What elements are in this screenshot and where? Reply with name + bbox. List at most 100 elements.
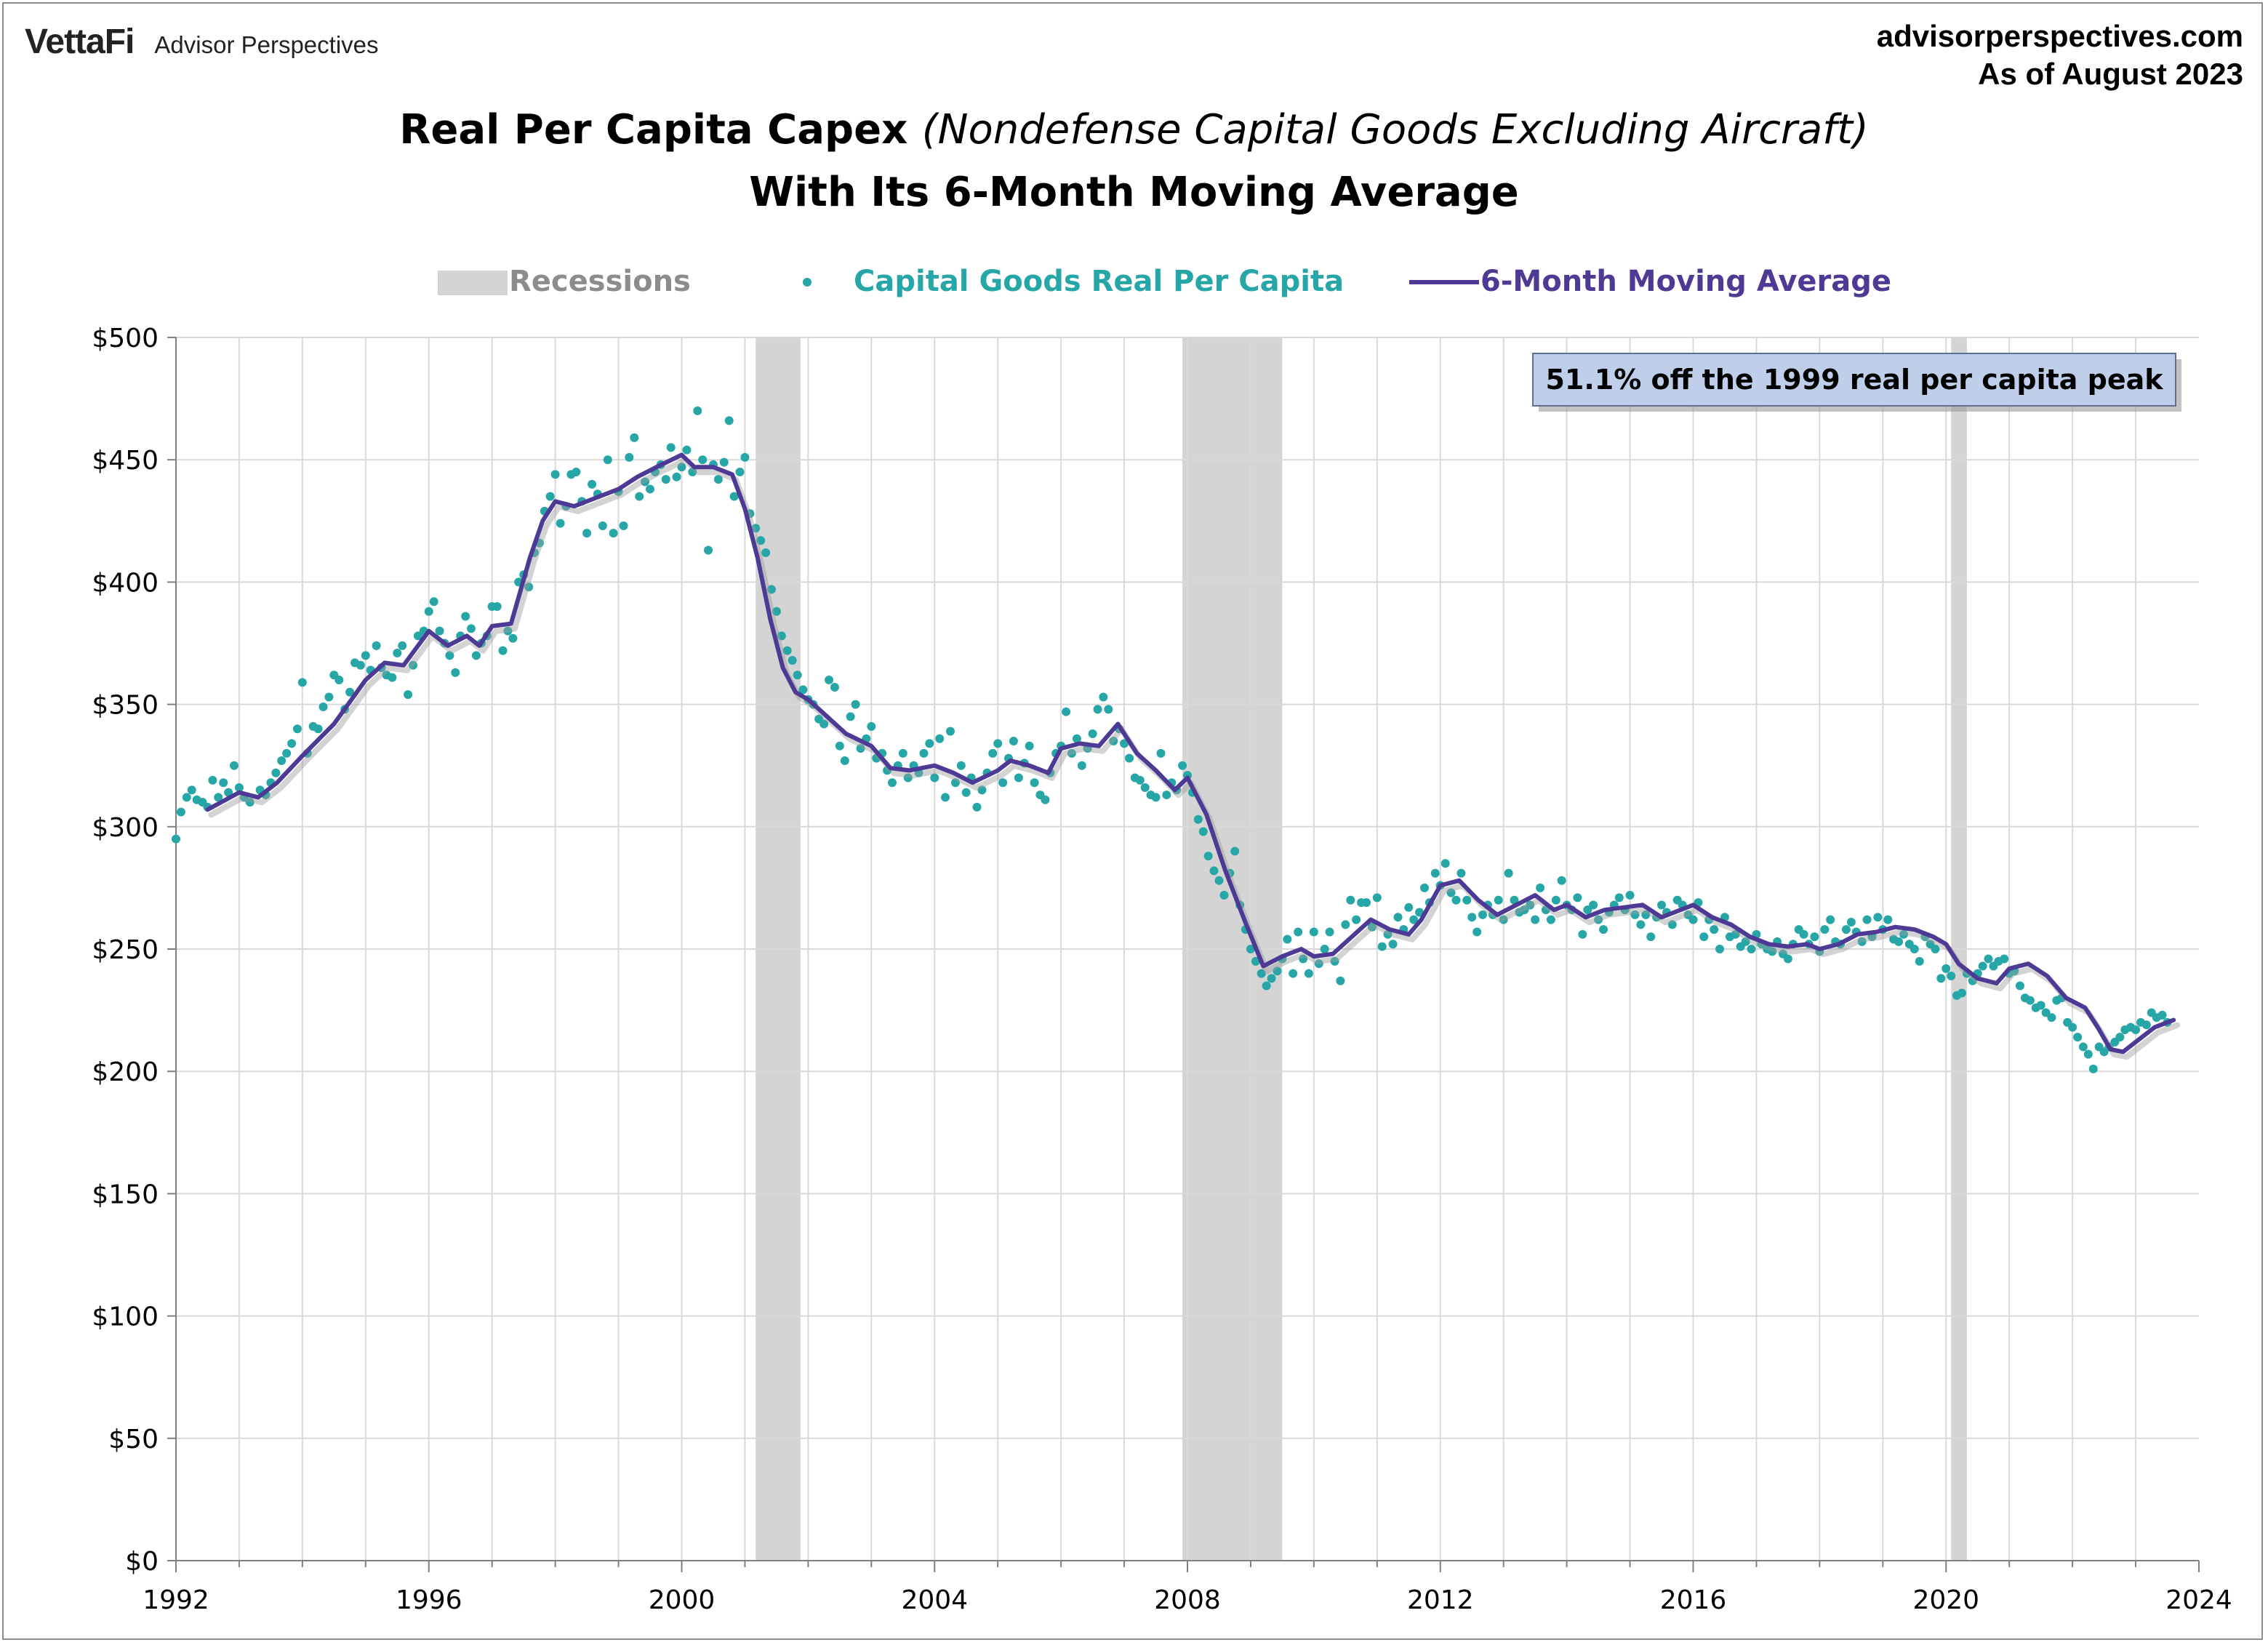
scatter-point-155 [993, 739, 1003, 748]
scatter-point-278 [1641, 910, 1651, 919]
scatter-point-261 [1551, 895, 1560, 905]
scatter-point-198 [1219, 890, 1229, 900]
scatter-point-142 [925, 739, 934, 748]
scatter-point-104 [724, 416, 734, 425]
scatter-point-21 [287, 739, 297, 748]
scatter-point-37 [372, 641, 381, 650]
scatter-point-109 [751, 524, 761, 533]
scatter-point-8 [214, 793, 223, 802]
scatter-point-128 [851, 700, 860, 709]
scatter-point-353 [2036, 1001, 2045, 1010]
chart-title: Real Per Capita Capex (Nondefense Capita… [0, 106, 2268, 153]
y-tick-label: $350 [92, 691, 159, 721]
scatter-point-0 [172, 834, 180, 844]
y-tick-label: $450 [92, 446, 159, 476]
scatter-point-327 [1899, 929, 1909, 939]
scatter-point-206 [1262, 981, 1271, 990]
scatter-point-87 [635, 492, 644, 501]
scatter-point-287 [1688, 915, 1698, 924]
scatter-point-351 [2025, 996, 2035, 1005]
scatter-point-27 [318, 702, 328, 711]
scatter-point-333 [1931, 945, 1940, 953]
y-tick-label: $50 [108, 1425, 159, 1454]
brand: VettaFi Advisor Perspectives [25, 22, 379, 62]
scatter-point-276 [1630, 910, 1640, 919]
scatter-point-2 [182, 793, 191, 802]
scatter-point-98 [693, 406, 702, 415]
scatter-point-194 [1198, 827, 1208, 836]
scatter-point-156 [998, 778, 1008, 788]
scatter-point-92 [661, 475, 670, 484]
scatter-point-159 [1014, 773, 1023, 783]
axes [167, 337, 2200, 1572]
annotation-box-bg [1532, 353, 2176, 407]
scatter-point-267 [1583, 905, 1592, 915]
scatter-point-246 [1472, 927, 1482, 937]
x-tick-label: 2016 [1660, 1585, 1727, 1615]
scatter-point-313 [1826, 915, 1835, 924]
scatter-point-12 [234, 783, 244, 792]
scatter-point-269 [1594, 915, 1603, 924]
scatter-point-20 [282, 748, 292, 758]
scatter-point-94 [672, 472, 681, 481]
scatter-point-329 [1910, 945, 1919, 953]
scatter-point-183 [1140, 783, 1150, 792]
scatter-point-63 [508, 633, 518, 643]
scatter-point-362 [2083, 1049, 2093, 1059]
scatter-point-124 [830, 683, 839, 692]
moving-average-series [205, 452, 2181, 1060]
scatter-point-279 [1646, 932, 1656, 942]
scatter-point-305 [1783, 954, 1792, 964]
scatter-point-41 [393, 648, 402, 657]
scatter-point-47 [424, 607, 433, 616]
tick-labels: $0 $50 $100 $150 $200 $250 $300 $350 $400 $450 $50… [92, 324, 2232, 1615]
scatter-point-52 [451, 668, 460, 677]
scatter-point-265 [1573, 893, 1582, 902]
scatter-point-244 [1462, 895, 1472, 905]
scatter-point-214 [1304, 969, 1313, 978]
scatter-point-110 [756, 536, 766, 545]
scatter-point-335 [1942, 964, 1951, 973]
scatter-point-230 [1388, 940, 1398, 949]
scatter-point-1 [176, 807, 185, 817]
scatter-point-117 [793, 671, 802, 680]
scatter-point-22 [292, 724, 302, 734]
y-tick-label: $200 [92, 1057, 159, 1087]
scatter-point-102 [713, 475, 723, 484]
scatter-point-125 [835, 741, 844, 751]
scatter-point-258 [1536, 883, 1545, 892]
scatter-point-72 [556, 519, 565, 528]
scatter-point-310 [1810, 932, 1819, 942]
scatter-point-240 [1440, 859, 1450, 868]
scatter-point-7 [208, 775, 217, 785]
scatter-point-207 [1267, 974, 1276, 983]
scatter-point-148 [956, 761, 966, 770]
scatter-point-283 [1667, 920, 1677, 929]
scatter-point-250 [1494, 895, 1503, 905]
scatter-point-235 [1415, 908, 1424, 917]
scatter-point-145 [941, 793, 950, 802]
scatter-point-262 [1557, 876, 1566, 885]
scatter-point-268 [1589, 900, 1598, 910]
scatter-point-227 [1372, 893, 1382, 902]
chart-title-main: Real Per Capita Capex [399, 106, 908, 153]
scatter-point-204 [1251, 956, 1260, 966]
scatter-point-186 [1156, 748, 1166, 758]
scatter-point-317 [1846, 917, 1856, 926]
scatter-point-217 [1320, 945, 1329, 953]
scatter-point-149 [961, 788, 971, 797]
scatter-point-89 [646, 484, 655, 494]
scatter-point-158 [1009, 737, 1018, 746]
scatter-point-147 [950, 778, 960, 788]
scatter-point-215 [1309, 927, 1318, 937]
scatter-point-260 [1546, 915, 1555, 924]
scatter-point-336 [1947, 972, 1956, 981]
x-tick-label: 2000 [649, 1585, 716, 1615]
scatter-point-342 [1978, 961, 1987, 971]
scatter-point-324 [1883, 915, 1893, 924]
scatter-point-170 [1072, 734, 1081, 743]
scatter-point-256 [1526, 900, 1535, 910]
scatter-point-42 [398, 641, 407, 650]
scatter-point-190 [1178, 761, 1187, 770]
scatter-point-81 [603, 455, 612, 465]
